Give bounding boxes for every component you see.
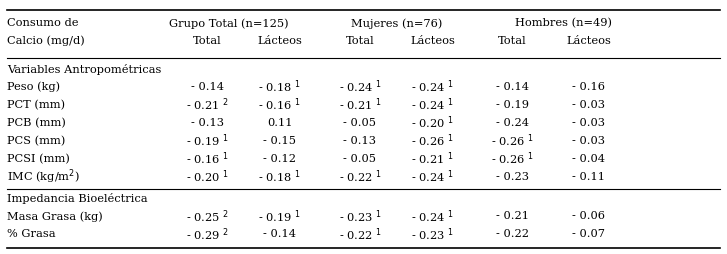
Text: - 0.21: - 0.21 — [496, 211, 529, 221]
Text: - 0.21 $^1$: - 0.21 $^1$ — [339, 97, 381, 113]
Text: - 0.14: - 0.14 — [496, 82, 529, 92]
Text: Lácteos: Lácteos — [566, 36, 611, 46]
Text: - 0.20 $^1$: - 0.20 $^1$ — [411, 115, 454, 131]
Text: - 0.16 $^1$: - 0.16 $^1$ — [186, 151, 228, 167]
Text: - 0.07: - 0.07 — [572, 229, 606, 240]
Text: - 0.14: - 0.14 — [263, 229, 297, 240]
Text: - 0.13: - 0.13 — [190, 118, 224, 128]
Text: - 0.24: - 0.24 — [496, 118, 529, 128]
Text: - 0.23 $^1$: - 0.23 $^1$ — [339, 208, 381, 225]
Text: - 0.03: - 0.03 — [572, 118, 606, 128]
Text: - 0.24 $^1$: - 0.24 $^1$ — [411, 78, 454, 95]
Text: - 0.16 $^1$: - 0.16 $^1$ — [259, 97, 301, 113]
Text: - 0.23: - 0.23 — [496, 172, 529, 182]
Text: PCS (mm): PCS (mm) — [7, 136, 65, 146]
Text: - 0.26 $^1$: - 0.26 $^1$ — [491, 133, 534, 149]
Text: 0.11: 0.11 — [267, 118, 293, 128]
Text: - 0.20 $^1$: - 0.20 $^1$ — [186, 169, 228, 185]
Text: Peso (kg): Peso (kg) — [7, 82, 60, 92]
Text: - 0.21 $^2$: - 0.21 $^2$ — [186, 97, 228, 113]
Text: - 0.11: - 0.11 — [572, 172, 606, 182]
Text: - 0.21 $^1$: - 0.21 $^1$ — [411, 151, 454, 167]
Text: - 0.19 $^1$: - 0.19 $^1$ — [259, 208, 301, 225]
Text: - 0.25 $^2$: - 0.25 $^2$ — [186, 208, 228, 225]
Text: - 0.26 $^1$: - 0.26 $^1$ — [491, 151, 534, 167]
Text: Lácteos: Lácteos — [410, 36, 455, 46]
Text: - 0.22 $^1$: - 0.22 $^1$ — [339, 226, 381, 243]
Text: Hombres (n=49): Hombres (n=49) — [515, 18, 612, 28]
Text: Calcio (mg/d): Calcio (mg/d) — [7, 35, 85, 46]
Text: - 0.06: - 0.06 — [572, 211, 606, 221]
Text: Masa Grasa (kg): Masa Grasa (kg) — [7, 211, 103, 222]
Text: - 0.18 $^1$: - 0.18 $^1$ — [259, 169, 301, 185]
Text: - 0.05: - 0.05 — [343, 118, 377, 128]
Text: Total: Total — [193, 36, 222, 46]
Text: % Grasa: % Grasa — [7, 229, 56, 240]
Text: - 0.19: - 0.19 — [496, 100, 529, 110]
Text: PCB (mm): PCB (mm) — [7, 118, 66, 128]
Text: - 0.24 $^1$: - 0.24 $^1$ — [339, 78, 381, 95]
Text: - 0.16: - 0.16 — [572, 82, 606, 92]
Text: - 0.03: - 0.03 — [572, 136, 606, 146]
Text: Consumo de: Consumo de — [7, 18, 79, 28]
Text: - 0.24 $^1$: - 0.24 $^1$ — [411, 97, 454, 113]
Text: Impedancia Bioeléctrica: Impedancia Bioeléctrica — [7, 193, 148, 204]
Text: - 0.19 $^1$: - 0.19 $^1$ — [186, 133, 228, 149]
Text: - 0.24 $^1$: - 0.24 $^1$ — [411, 208, 454, 225]
Text: - 0.23 $^1$: - 0.23 $^1$ — [411, 226, 454, 243]
Text: - 0.24 $^1$: - 0.24 $^1$ — [411, 169, 454, 185]
Text: - 0.29 $^2$: - 0.29 $^2$ — [186, 226, 228, 243]
Text: - 0.26 $^1$: - 0.26 $^1$ — [411, 133, 454, 149]
Text: Variables Antropométricas: Variables Antropométricas — [7, 64, 161, 75]
Text: Mujeres (n=76): Mujeres (n=76) — [350, 18, 442, 29]
Text: Total: Total — [345, 36, 374, 46]
Text: - 0.03: - 0.03 — [572, 100, 606, 110]
Text: - 0.22: - 0.22 — [496, 229, 529, 240]
Text: - 0.12: - 0.12 — [263, 154, 297, 164]
Text: - 0.04: - 0.04 — [572, 154, 606, 164]
Text: - 0.22 $^1$: - 0.22 $^1$ — [339, 169, 381, 185]
Text: IMC (kg/m$^2$): IMC (kg/m$^2$) — [7, 168, 80, 186]
Text: Grupo Total (n=125): Grupo Total (n=125) — [169, 18, 289, 29]
Text: - 0.13: - 0.13 — [343, 136, 377, 146]
Text: - 0.05: - 0.05 — [343, 154, 377, 164]
Text: Lácteos: Lácteos — [257, 36, 302, 46]
Text: PCSI (mm): PCSI (mm) — [7, 154, 70, 164]
Text: - 0.18 $^1$: - 0.18 $^1$ — [259, 78, 301, 95]
Text: - 0.15: - 0.15 — [263, 136, 297, 146]
Text: PCT (mm): PCT (mm) — [7, 100, 65, 110]
Text: - 0.14: - 0.14 — [190, 82, 224, 92]
Text: Total: Total — [498, 36, 527, 46]
